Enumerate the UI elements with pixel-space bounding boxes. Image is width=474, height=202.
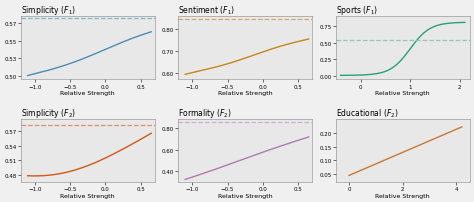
Text: Sentiment ($F_1$): Sentiment ($F_1$) [178,5,235,17]
X-axis label: Relative Strength: Relative Strength [60,90,115,96]
Text: Educational ($F_2$): Educational ($F_2$) [336,107,398,119]
Text: Simplicity ($F_1$): Simplicity ($F_1$) [20,4,76,17]
X-axis label: Relative Strength: Relative Strength [60,193,115,198]
X-axis label: Relative Strength: Relative Strength [375,193,430,198]
Text: Sports ($F_1$): Sports ($F_1$) [336,4,378,17]
Text: Simplicity ($F_2$): Simplicity ($F_2$) [20,106,76,119]
X-axis label: Relative Strength: Relative Strength [375,90,430,96]
X-axis label: Relative Strength: Relative Strength [218,90,273,96]
X-axis label: Relative Strength: Relative Strength [218,193,273,198]
Text: Formality ($F_2$): Formality ($F_2$) [178,106,232,119]
